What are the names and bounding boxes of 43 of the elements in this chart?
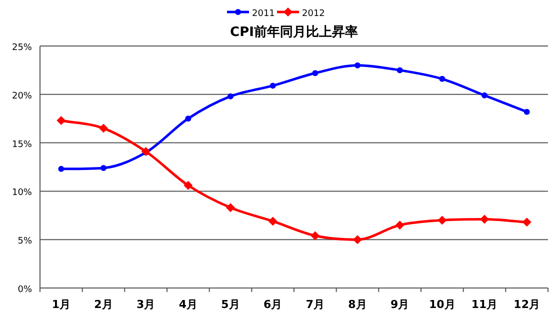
point (354, 62, 360, 68)
x-tick-label: 4月 (178, 298, 198, 311)
y-tick-label: 20% (12, 91, 32, 102)
point (58, 166, 64, 172)
y-tick-label: 0% (18, 285, 32, 295)
point (439, 76, 446, 82)
x-tick-label: 12月 (514, 298, 540, 311)
y-tick-label: 5% (18, 236, 32, 247)
point (99, 124, 108, 133)
point (268, 216, 278, 226)
point (270, 82, 276, 89)
x-tick-label: 8月 (348, 298, 367, 311)
x-tick-label: 11月 (471, 298, 498, 311)
point (56, 116, 66, 126)
point (396, 67, 403, 74)
point (228, 93, 234, 100)
x-tick-label: 9月 (390, 298, 410, 311)
chart-title: CPI前年同月比上昇率 (230, 24, 358, 40)
point (100, 164, 106, 171)
y-tick-label: 25% (12, 43, 32, 53)
y-tick-label: 15% (12, 140, 32, 150)
point (480, 214, 489, 224)
x-tick-label: 1月 (52, 298, 70, 311)
point (353, 235, 362, 244)
x-tick-label: 6月 (264, 298, 282, 311)
point (482, 92, 488, 98)
point (395, 220, 404, 230)
point (522, 218, 532, 227)
point (226, 203, 235, 212)
point (312, 70, 318, 76)
point (438, 216, 447, 225)
x-tick-label: 7月 (306, 298, 324, 311)
y-tick-label: 10% (12, 188, 32, 198)
x-tick-label: 5月 (221, 298, 240, 311)
point (310, 231, 320, 240)
legend-label: 2011 (252, 9, 275, 19)
x-tick-label: 10月 (429, 298, 456, 311)
x-tick-label: 3月 (136, 298, 156, 311)
point (185, 116, 192, 122)
legend-label: 2012 (302, 9, 325, 19)
point (524, 108, 530, 115)
point (184, 180, 193, 190)
x-tick-label: 2月 (94, 298, 113, 311)
